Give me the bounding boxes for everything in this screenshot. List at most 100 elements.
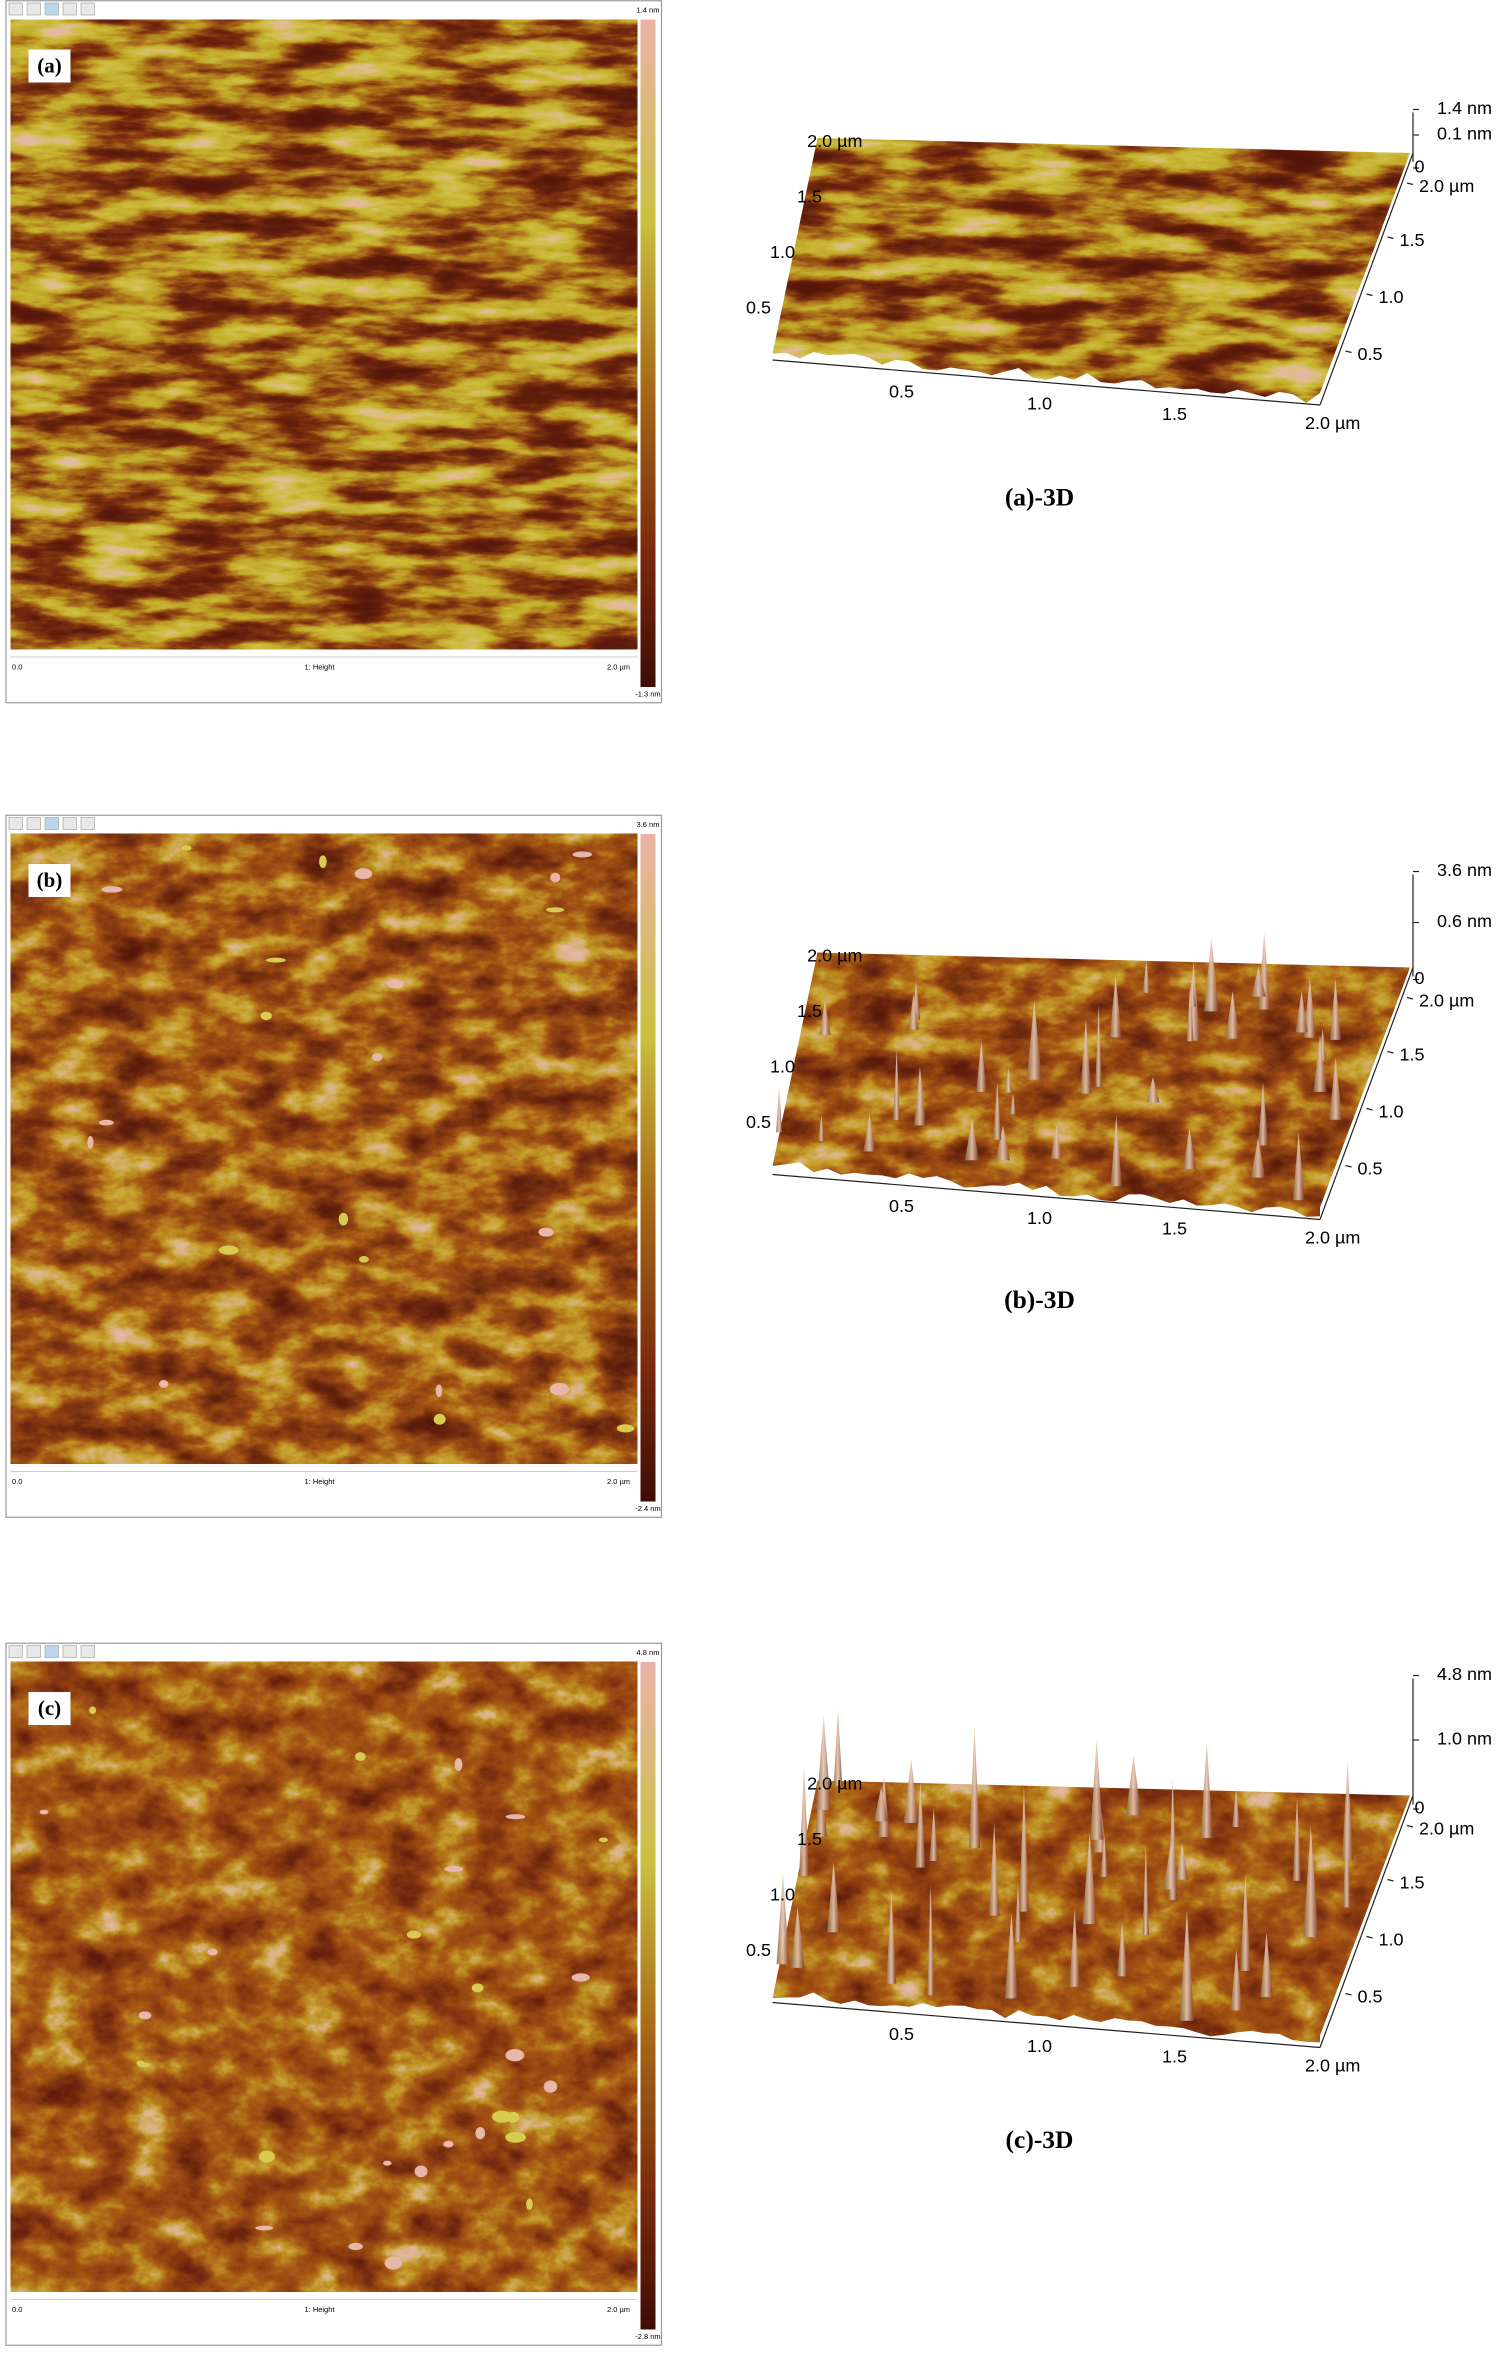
right-tick xyxy=(1387,1050,1394,1054)
toolbar-button xyxy=(44,1645,59,1658)
spike xyxy=(1095,1004,1102,1087)
bottom-tick-label: 1.5 xyxy=(1162,2047,1187,2067)
spike xyxy=(1250,1137,1266,1178)
toolbar-button xyxy=(80,817,95,830)
left-tick-label: 2.0 µm xyxy=(807,131,862,151)
spike xyxy=(863,1114,876,1152)
speck xyxy=(181,845,192,851)
spike xyxy=(1240,1874,1251,1971)
spike xyxy=(1186,983,1194,1042)
speck xyxy=(338,1212,349,1226)
surface-caption: (b)-3D xyxy=(1004,1285,1075,1314)
spike xyxy=(914,1066,926,1126)
color-bar-min: -2.4 nm xyxy=(635,1504,660,1513)
speck xyxy=(443,2140,454,2148)
spike xyxy=(827,1861,841,1933)
speck xyxy=(505,2131,526,2143)
speck xyxy=(475,2127,486,2140)
speck xyxy=(354,1752,366,1761)
speck xyxy=(358,1256,369,1263)
toolbar-button xyxy=(44,817,59,830)
color-bar xyxy=(640,833,656,1502)
panel-label: (c) xyxy=(38,1696,61,1720)
spike xyxy=(927,1883,935,1996)
spike xyxy=(1303,1825,1319,1938)
left-tick-label: 0.5 xyxy=(746,1940,771,1960)
bottom-tick-label: 2.0 µm xyxy=(1305,413,1360,433)
label-box xyxy=(28,863,71,897)
spike xyxy=(819,1000,831,1035)
spike xyxy=(1142,960,1150,993)
speck xyxy=(550,872,561,883)
spike xyxy=(1295,990,1308,1033)
spike xyxy=(964,1118,979,1161)
y-axis xyxy=(1319,152,1414,406)
spike xyxy=(993,1082,1002,1140)
spike xyxy=(776,1873,790,1965)
speck xyxy=(371,1053,383,1062)
spike xyxy=(1313,1034,1327,1092)
speck xyxy=(538,1227,554,1237)
spike xyxy=(1146,1077,1160,1103)
spike xyxy=(1100,1835,1109,1878)
left-tick-label: 1.0 xyxy=(770,1885,795,1905)
spike xyxy=(790,1906,805,1968)
speck xyxy=(572,851,593,858)
right-tick-label: 0.5 xyxy=(1357,344,1382,364)
spike xyxy=(1342,1762,1354,1860)
spike xyxy=(776,1087,783,1133)
right-tick-label: 2.0 µm xyxy=(1419,1819,1474,1839)
toolbar-button xyxy=(80,1645,95,1658)
right-tick-label: 1.0 xyxy=(1378,1930,1403,1950)
spike xyxy=(799,1765,810,1876)
right-tick xyxy=(1345,1992,1352,1996)
toolbar-button xyxy=(8,817,23,830)
spike xyxy=(1232,1788,1240,1827)
speck xyxy=(616,1424,635,1433)
right-tick-label: 1.5 xyxy=(1399,230,1424,250)
y-axis xyxy=(1319,967,1414,1220)
speck xyxy=(218,1245,239,1255)
speck xyxy=(571,1973,590,1982)
speck xyxy=(266,957,286,963)
spike xyxy=(1175,1843,1189,1880)
speck xyxy=(384,2256,403,2270)
right-tick-label: 1.5 xyxy=(1399,1873,1424,1893)
right-tick xyxy=(1366,1935,1373,1939)
speck xyxy=(382,2160,392,2166)
left-tick-label: 0.5 xyxy=(746,1112,771,1132)
toolbar-button xyxy=(26,1645,41,1658)
x-start: 0.0 xyxy=(12,662,22,671)
toolbar-button xyxy=(8,1645,23,1658)
x-axis xyxy=(772,359,1321,406)
spike xyxy=(833,1708,843,1786)
z-tick-label: 4.8 nm xyxy=(1437,1664,1492,1684)
spike xyxy=(1329,1057,1343,1120)
right-tick xyxy=(1387,1878,1394,1882)
speck xyxy=(87,1136,94,1149)
surface-caption: (a)-3D xyxy=(1005,482,1074,511)
speck xyxy=(258,2150,275,2163)
spike xyxy=(1163,1842,1179,1890)
speck xyxy=(207,1948,218,1956)
right-tick-label: 0.5 xyxy=(1357,1987,1382,2007)
speck xyxy=(526,2198,533,2210)
z-tick-label: 0 xyxy=(1414,1798,1424,1818)
spike xyxy=(1109,975,1122,1038)
spike xyxy=(1126,1755,1142,1816)
spike xyxy=(1292,1796,1302,1881)
spike xyxy=(1082,1832,1097,1925)
spike xyxy=(908,993,919,1030)
surface-texture xyxy=(772,137,1410,403)
spike xyxy=(995,1125,1011,1161)
y-axis xyxy=(1319,1795,1414,2048)
toolbar-button xyxy=(26,2,41,16)
right-tick xyxy=(1387,236,1394,240)
afm-window: (c) 4.8 nm -2.8 nm 0.0 1: Height 2.0 µm xyxy=(5,1642,663,2346)
speck xyxy=(433,1413,446,1425)
left-tick-label: 1.0 xyxy=(770,242,795,262)
x-end: 2.0 µm xyxy=(607,2305,630,2314)
